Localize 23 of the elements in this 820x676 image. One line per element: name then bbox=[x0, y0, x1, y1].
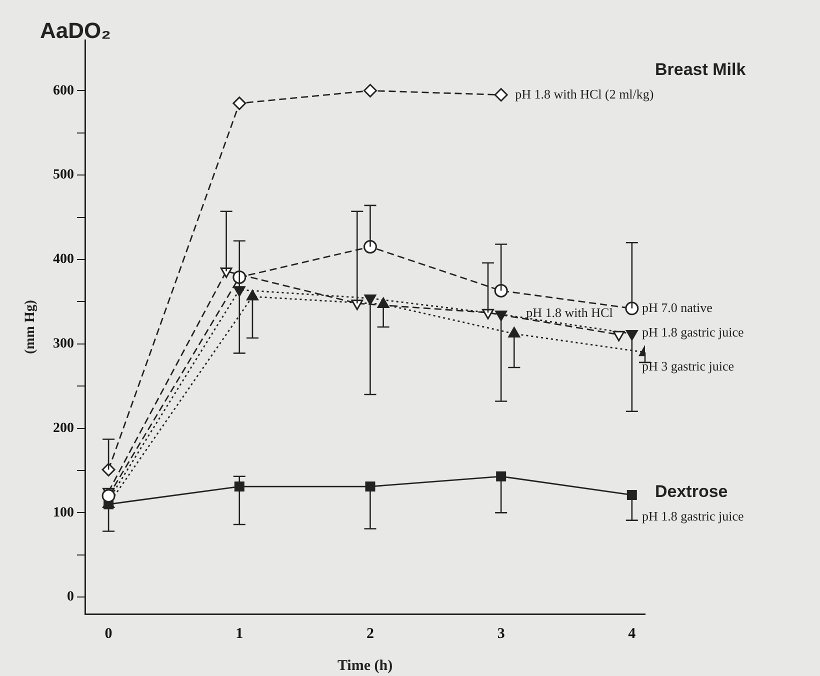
chart-title: AaDO₂ bbox=[40, 18, 111, 43]
series-label: pH 1.8 gastric juice bbox=[642, 508, 744, 524]
y-tick-label: 300 bbox=[53, 336, 74, 352]
x-axis-title: Time (h) bbox=[337, 658, 393, 674]
series-label: pH 1.8 with HCl bbox=[526, 305, 614, 320]
y-axis-title: (mm Hg) bbox=[23, 300, 38, 354]
series-label: pH 1.8 gastric juice bbox=[642, 324, 744, 340]
y-tick-label: 400 bbox=[53, 252, 74, 268]
text: Breast Milk bbox=[655, 60, 746, 79]
x-tick-label: 4 bbox=[628, 626, 636, 642]
y-tick-label: 500 bbox=[53, 168, 74, 183]
x-tick-label: 0 bbox=[104, 626, 112, 642]
x-tick-label: 3 bbox=[497, 626, 505, 642]
y-tick-label: 200 bbox=[53, 420, 74, 436]
series-label: pH 1.8 with HCl (2 ml/kg) bbox=[515, 86, 654, 102]
text: Dextrose bbox=[655, 482, 728, 501]
y-tick-label: 0 bbox=[67, 590, 74, 605]
y-tick-label: 600 bbox=[53, 83, 74, 98]
series-label: pH 3 gastric juice bbox=[642, 358, 734, 374]
x-tick-label: 2 bbox=[366, 626, 374, 642]
y-tick-label: 100 bbox=[53, 505, 74, 520]
series-label: pH 7.0 native bbox=[642, 300, 713, 315]
x-tick-label: 1 bbox=[236, 626, 244, 642]
